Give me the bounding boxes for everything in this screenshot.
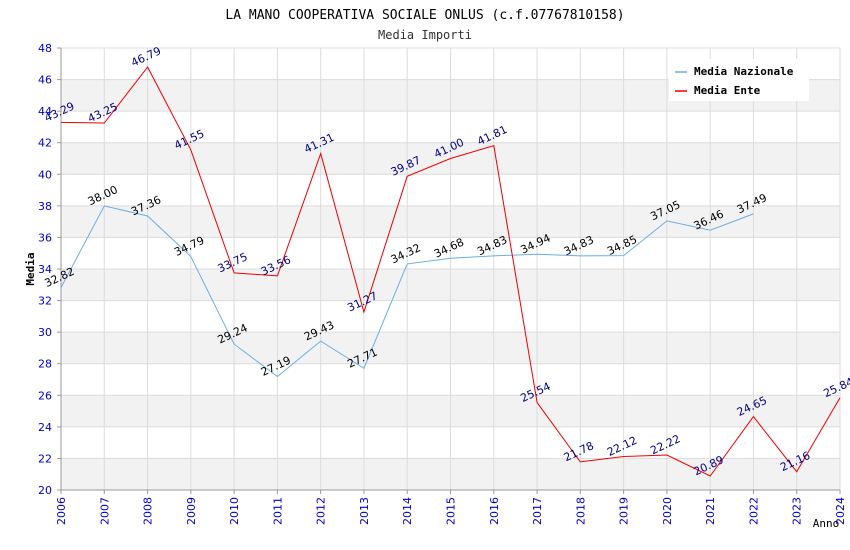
x-tick-label: 2023 [791, 497, 804, 525]
y-tick-label: 36 [38, 231, 52, 244]
data-label-media-nazionale: 38.00 [86, 183, 120, 208]
y-tick-label: 20 [38, 484, 52, 497]
chart-title: LA MANO COOPERATIVA SOCIALE ONLUS (c.f.0… [225, 8, 624, 23]
x-tick-label: 2021 [704, 497, 717, 525]
x-tick-label: 2017 [531, 497, 544, 525]
y-tick-label: 30 [38, 326, 52, 339]
legend: Media Nazionale Media Ente [669, 59, 809, 101]
x-tick-label: 2010 [228, 497, 241, 525]
legend-label-media-nazionale: Media Nazionale [694, 65, 794, 78]
x-tick-label: 2024 [834, 497, 847, 525]
x-tick-label: 2016 [488, 497, 501, 525]
legend-label-media-ente: Media Ente [694, 84, 761, 97]
y-tick-label: 44 [38, 105, 52, 118]
x-tick-label: 2007 [98, 497, 111, 525]
y-tick-label: 26 [38, 389, 52, 402]
x-tick-label: 2018 [574, 497, 587, 525]
x-tick-label: 2009 [185, 497, 198, 525]
y-tick-label: 38 [38, 200, 52, 213]
x-tick-label: 2008 [142, 497, 155, 525]
y-tick-label: 32 [38, 295, 52, 308]
data-label-media-nazionale: 34.68 [432, 236, 466, 261]
series-line-media-nazionale [60, 205, 754, 378]
x-tick-label: 2022 [747, 497, 760, 525]
x-tick-label: 2015 [445, 497, 458, 525]
y-tick-label: 22 [38, 452, 52, 465]
x-tick-label: 2013 [358, 497, 371, 525]
data-label-media-ente: 22.12 [605, 434, 639, 459]
y-tick-label: 34 [38, 263, 52, 276]
y-tick-label: 24 [38, 421, 52, 434]
y-tick-label: 42 [38, 137, 52, 150]
x-tick-label: 2019 [618, 497, 631, 525]
x-tick-label: 2012 [315, 497, 328, 525]
y-tick-label: 40 [38, 168, 52, 181]
series-line-media-ente [60, 66, 841, 477]
data-label-media-ente: 43.29 [42, 100, 76, 125]
data-label-media-ente: 22.22 [648, 432, 682, 457]
x-tick-label: 2006 [55, 497, 68, 525]
x-tick-label: 2014 [401, 497, 414, 525]
y-axis-label: Media [24, 252, 37, 285]
y-tick-label: 28 [38, 358, 52, 371]
x-tick-label: 2020 [661, 497, 674, 525]
y-tick-label: 46 [38, 74, 52, 87]
legend-box [669, 59, 809, 101]
chart-subtitle: Media Importi [378, 28, 472, 42]
y-tick-label: 48 [38, 42, 52, 55]
x-tick-label: 2011 [271, 497, 284, 525]
x-axis-label: Anno [813, 517, 840, 530]
